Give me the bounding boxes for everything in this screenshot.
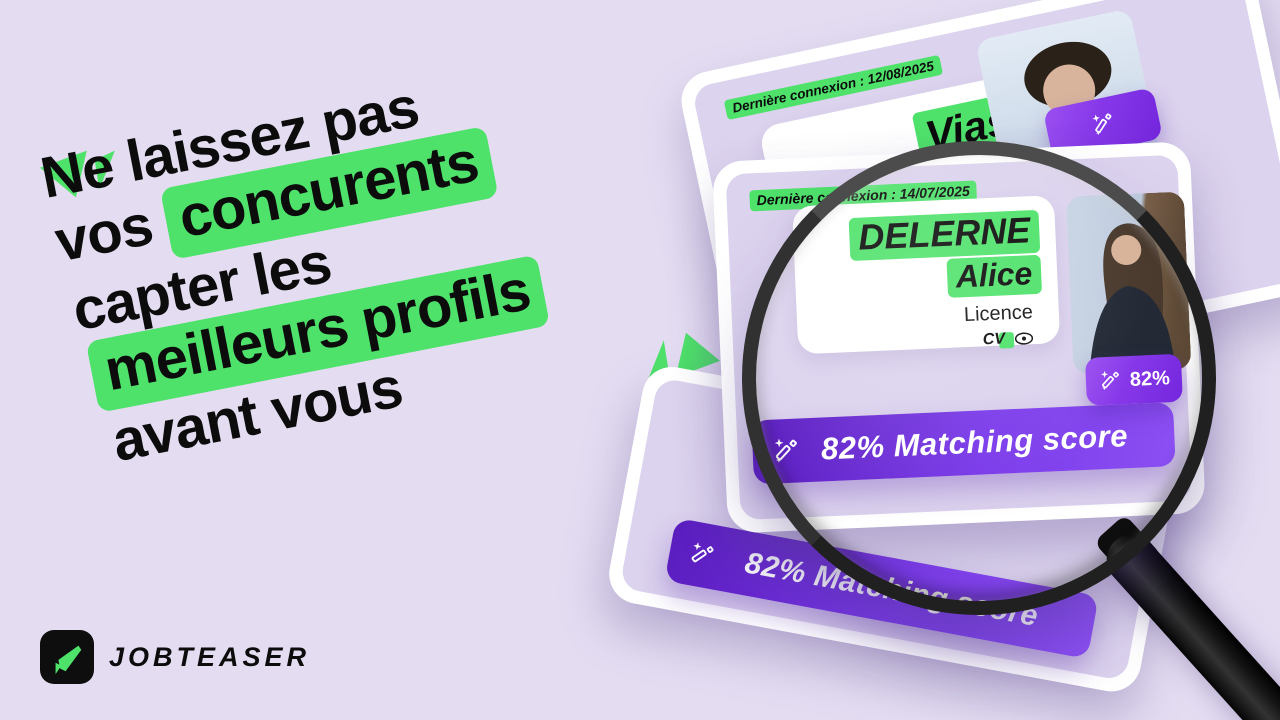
matching-score-banner: 82% Matching score [664,517,1099,660]
match-score-badge [1042,87,1164,162]
jobteaser-mark-icon [40,630,94,684]
magic-wand-icon [691,542,714,563]
quote-open-icon [40,148,118,200]
brand-logo: JOBTEASER [40,630,310,684]
magic-wand-icon [1092,113,1112,136]
candidate-card-bottom: 82% Matching score [604,362,1179,697]
magnifying-glass-lens [742,141,1216,615]
brand-wordmark: JOBTEASER [109,641,311,672]
